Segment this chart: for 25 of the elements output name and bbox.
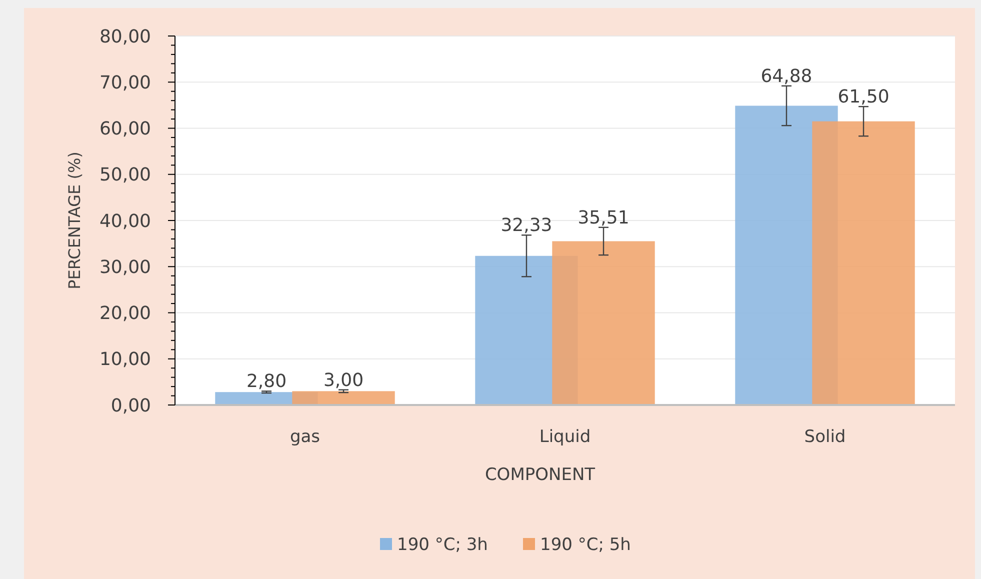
x-tick-label: Solid [804,427,846,447]
y-tick-label: 20,00 [99,303,151,324]
x-tick-label: gas [290,427,320,447]
y-tick-label: 60,00 [99,118,151,140]
y-tick-label: 10,00 [99,349,151,370]
x-axis-title: COMPONENT [484,465,596,485]
data-label: 2,80 [246,371,287,392]
data-label: 61,50 [838,86,890,108]
bar [292,391,395,405]
legend-label: 190 °C; 3h [397,534,488,555]
y-tick-label: 30,00 [99,256,151,278]
data-label: 32,33 [500,215,552,236]
data-label: 3,00 [323,370,364,391]
y-tick-label: 80,00 [99,26,151,48]
y-axis-title: PERCENTAGE (%) [65,152,84,290]
y-tick-label: 40,00 [99,210,151,232]
bar [552,241,655,405]
data-label: 64,88 [760,66,812,87]
bar [812,121,915,405]
x-tick-label: Liquid [539,427,591,447]
y-tick-label: 50,00 [99,164,151,186]
legend-label: 190 °C; 5h [540,534,631,555]
y-tick-label: 0,00 [110,395,151,416]
data-label: 35,51 [578,207,630,228]
y-tick-label: 70,00 [99,72,151,94]
